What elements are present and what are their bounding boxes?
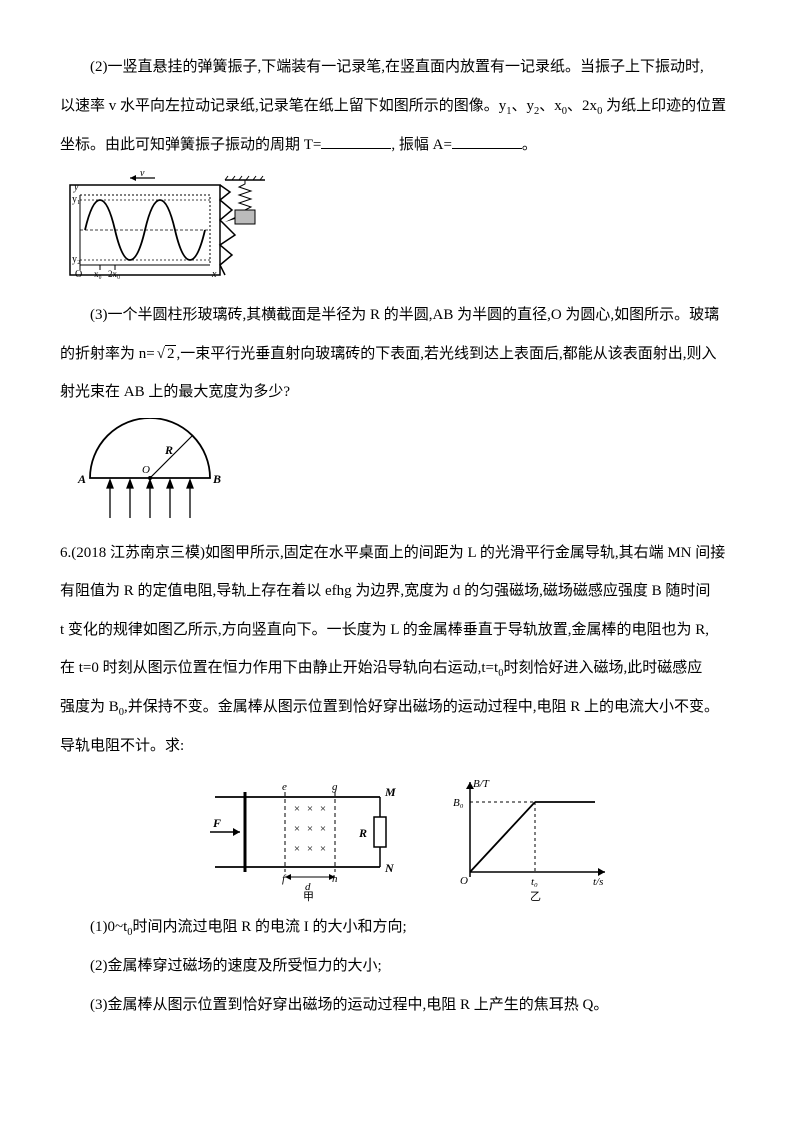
label-ts: t/s bbox=[593, 876, 603, 888]
q6-part3: (3)金属棒从图示位置到恰好穿出磁场的运动过程中,电阻 R 上产生的焦耳热 Q。 bbox=[60, 988, 740, 1023]
label-f: f bbox=[282, 873, 287, 885]
q2-text-e: 、2x bbox=[567, 98, 597, 114]
label-A: A bbox=[77, 472, 86, 486]
label-B0: B₀ bbox=[453, 797, 464, 809]
svg-text:×: × bbox=[320, 803, 326, 815]
q2-line1: (2)一竖直悬挂的弹簧振子,下端装有一记录笔,在竖直面内放置有一记录纸。当振子上… bbox=[60, 50, 740, 85]
svg-text:×: × bbox=[320, 843, 326, 855]
label-O3: O bbox=[460, 875, 468, 887]
figure-graph: B/T B₀ O t₀ t/s 乙 bbox=[445, 772, 615, 902]
label-BT: B/T bbox=[473, 778, 490, 790]
q2-line2: 以速率 v 水平向左拉动记录纸,记录笔在纸上留下如图所示的图像。y1、y2、x0… bbox=[60, 89, 740, 124]
q6-line3: t 变化的规律如图乙所示,方向竖直向下。一长度为 L 的金属棒垂直于导轨放置,金… bbox=[60, 613, 740, 648]
q6-l2: 有阻值为 R 的定值电阻,导轨上存在着以 efhg 为边界,宽度为 d 的匀强磁… bbox=[60, 583, 710, 599]
q6-l6: 导轨电阻不计。求: bbox=[60, 738, 184, 754]
q6-l5b: ,并保持不变。金属棒从图示位置到恰好穿出磁场的运动过程中,电阻 R 上的电流大小… bbox=[124, 699, 719, 715]
q6-l4a: 在 t=0 时刻从图示位置在恒力作用下由静止开始沿导轨向右运动,t=t bbox=[60, 660, 498, 676]
label-O: O bbox=[75, 269, 82, 280]
q6-line4: 在 t=0 时刻从图示位置在恒力作用下由静止开始沿导轨向右运动,t=t0时刻恰好… bbox=[60, 651, 740, 686]
q6-l4b: 时刻恰好进入磁场,此时磁感应 bbox=[503, 660, 702, 676]
q6-l5a: 强度为 B bbox=[60, 699, 119, 715]
svg-text:×: × bbox=[320, 823, 326, 835]
q6-p3: (3)金属棒从图示位置到恰好穿出磁场的运动过程中,电阻 R 上产生的焦耳热 Q。 bbox=[90, 997, 608, 1013]
label-yi: 乙 bbox=[530, 890, 541, 902]
label-y: y bbox=[73, 182, 79, 193]
svg-text:×: × bbox=[294, 803, 300, 815]
label-jia: 甲 bbox=[303, 891, 314, 902]
label-B: B bbox=[212, 472, 221, 486]
figure-circuit: R F ××× ××× ××× e g f h M N d 甲 bbox=[185, 772, 405, 902]
q6-part2: (2)金属棒穿过磁场的速度及所受恒力的大小; bbox=[60, 949, 740, 984]
svg-text:×: × bbox=[307, 803, 313, 815]
blank-amplitude bbox=[452, 134, 522, 149]
q6-line6: 导轨电阻不计。求: bbox=[60, 729, 740, 764]
q6-head: 6.(2018 江苏南京三模)如图甲所示,固定在水平桌面上的间距为 L 的光滑平… bbox=[60, 545, 725, 561]
q2-line3: 坐标。由此可知弹簧振子振动的周期 T= , 振幅 A= 。 bbox=[60, 128, 740, 163]
label-x: x bbox=[211, 269, 217, 280]
label-x0: x₀ bbox=[94, 269, 102, 279]
q3-line1: (3)一个半圆柱形玻璃砖,其横截面是半径为 R 的半圆,AB 为半圆的直径,O … bbox=[60, 298, 740, 333]
q2-text-i: 。 bbox=[522, 137, 537, 153]
label-h: h bbox=[332, 873, 338, 885]
figure-circuit-graph: R F ××× ××× ××× e g f h M N d 甲 B/T B₀ O… bbox=[60, 772, 740, 902]
label-M: M bbox=[384, 785, 396, 799]
q3-line2: 的折射率为 n= 2,一束平行光垂直射向玻璃砖的下表面,若光线到达上表面后,都能从… bbox=[60, 337, 740, 372]
q6-p1a: (1)0~t bbox=[90, 919, 127, 935]
q6-part1: (1)0~t0时间内流过电阻 R 的电流 I 的大小和方向; bbox=[60, 910, 740, 945]
label-g: g bbox=[332, 781, 338, 793]
label-2x0: 2x₀ bbox=[108, 269, 120, 279]
svg-text:×: × bbox=[294, 843, 300, 855]
q6-p1b: 时间内流过电阻 R 的电流 I 的大小和方向; bbox=[133, 919, 407, 935]
q3-text-c: ,一束平行光垂直射向玻璃砖的下表面,若光线到达上表面后,都能从该表面射出,则入 bbox=[176, 346, 716, 362]
label-F: F bbox=[212, 816, 221, 830]
figure-oscillator: y₁ y₂ O x₀ 2x₀ x y v bbox=[60, 170, 740, 290]
q3-text-a: (3)一个半圆柱形玻璃砖,其横截面是半径为 R 的半圆,AB 为半圆的直径,O … bbox=[90, 307, 719, 323]
q6-line1: 6.(2018 江苏南京三模)如图甲所示,固定在水平桌面上的间距为 L 的光滑平… bbox=[60, 536, 740, 571]
q2-text-g: 坐标。由此可知弹簧振子振动的周期 T= bbox=[60, 137, 321, 153]
q2-text-b: 以速率 v 水平向左拉动记录纸,记录笔在纸上留下如图所示的图像。y bbox=[60, 98, 506, 114]
q3-line3: 射光束在 AB 上的最大宽度为多少? bbox=[60, 375, 740, 410]
label-O2: O bbox=[142, 464, 150, 476]
q2-text-a: (2)一竖直悬挂的弹簧振子,下端装有一记录笔,在竖直面内放置有一记录纸。当振子上… bbox=[90, 59, 704, 75]
figure-semicircle: R O A B bbox=[60, 418, 740, 528]
svg-text:×: × bbox=[307, 843, 313, 855]
svg-text:×: × bbox=[307, 823, 313, 835]
q2-text-d: 、x bbox=[539, 98, 562, 114]
q6-p2: (2)金属棒穿过磁场的速度及所受恒力的大小; bbox=[90, 958, 382, 974]
label-v: v bbox=[140, 170, 145, 179]
q6-line5: 强度为 B0,并保持不变。金属棒从图示位置到恰好穿出磁场的运动过程中,电阻 R … bbox=[60, 690, 740, 725]
q2-text-c: 、y bbox=[512, 98, 535, 114]
sqrt-2: 2 bbox=[165, 345, 177, 362]
label-e: e bbox=[282, 781, 287, 793]
label-R: R bbox=[164, 443, 173, 457]
label-y2: y₂ bbox=[72, 254, 81, 265]
q2-text-f: 为纸上印迹的位置 bbox=[602, 98, 726, 114]
label-N: N bbox=[384, 861, 395, 875]
blank-period bbox=[321, 134, 391, 149]
label-R2: R bbox=[358, 826, 367, 840]
label-t0: t₀ bbox=[531, 876, 538, 888]
label-y1: y₁ bbox=[72, 194, 81, 205]
q3-text-b: 的折射率为 n= bbox=[60, 346, 155, 362]
svg-text:×: × bbox=[294, 823, 300, 835]
q2-text-h: , 振幅 A= bbox=[391, 137, 452, 153]
q3-text-d: 射光束在 AB 上的最大宽度为多少? bbox=[60, 384, 290, 400]
q6-line2: 有阻值为 R 的定值电阻,导轨上存在着以 efhg 为边界,宽度为 d 的匀强磁… bbox=[60, 574, 740, 609]
q6-l3: t 变化的规律如图乙所示,方向竖直向下。一长度为 L 的金属棒垂直于导轨放置,金… bbox=[60, 622, 709, 638]
